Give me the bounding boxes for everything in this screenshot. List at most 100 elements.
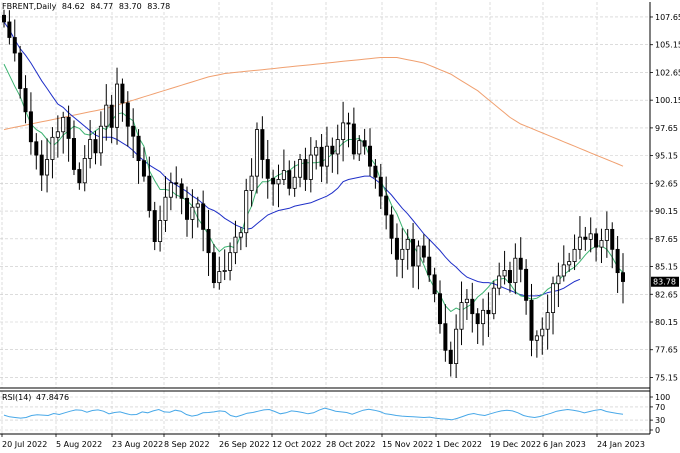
candle-body-up (357, 140, 362, 155)
candle-body-up (513, 257, 518, 284)
candle-body-down (39, 154, 44, 176)
candle-body-up (556, 275, 561, 285)
candle-body-up (244, 190, 249, 234)
candle-body-up (88, 139, 93, 159)
y-tick-label: 77.65 (655, 346, 678, 355)
candle (583, 226, 588, 251)
candle (217, 256, 222, 290)
candle-body-down (131, 125, 136, 137)
candle-body-up (104, 104, 109, 127)
candle-body-up (416, 245, 421, 267)
candle (152, 201, 157, 251)
candle-body-down (23, 88, 28, 113)
candle-body-up (454, 328, 459, 364)
candle (195, 196, 200, 228)
candle-body-down (524, 268, 529, 301)
x-tick-label: 26 Sep 2022 (219, 440, 270, 449)
candle (238, 227, 243, 251)
candle (298, 153, 303, 188)
candle-body-down (120, 83, 125, 104)
low-value: 83.70 (118, 2, 142, 11)
candle-body-down (470, 298, 475, 315)
candle-body-down (271, 177, 276, 185)
candle-body-down (7, 21, 12, 38)
candle (141, 147, 146, 182)
candle (265, 139, 270, 199)
candle (158, 205, 163, 252)
candle (454, 314, 459, 379)
candle-body-down (378, 176, 383, 197)
candle (459, 281, 464, 346)
candle-body-down (486, 309, 491, 315)
candle-body-down (384, 195, 389, 216)
candle-body-down (394, 237, 399, 260)
candle-body-up (158, 220, 163, 242)
candle-body-up (281, 170, 286, 180)
candle (545, 294, 550, 350)
candle-body-down (427, 256, 432, 276)
candle (185, 186, 190, 237)
candle-body-up (115, 83, 120, 128)
candle-body-down (518, 257, 523, 270)
x-tick-label: 24 Jan 2023 (597, 440, 645, 449)
candle (28, 92, 33, 155)
candle (66, 105, 71, 162)
candle-body-down (610, 228, 615, 250)
candle (201, 190, 206, 252)
x-tick-label: 1 Dec 2022 (436, 440, 482, 449)
candle (45, 138, 50, 193)
candle-body-up (98, 125, 103, 154)
candle (71, 120, 76, 176)
candle-body-down (93, 139, 98, 154)
candle (244, 178, 249, 248)
candle (400, 228, 405, 279)
candle (594, 228, 599, 262)
candle-body-up (464, 298, 469, 303)
candle-body-up (298, 159, 303, 178)
candle (497, 262, 502, 296)
candle (335, 124, 340, 175)
candle-body-up (572, 248, 577, 262)
y-tick-label: 87.65 (655, 235, 678, 244)
candle (556, 262, 561, 308)
candle (362, 128, 367, 155)
candle (98, 111, 103, 166)
candle-body-down (201, 203, 206, 230)
candle (163, 176, 168, 232)
x-tick-label: 15 Nov 2022 (382, 440, 433, 449)
candle-body-down (319, 146, 324, 167)
candle-body-up (50, 136, 55, 160)
candle-body-up (254, 129, 259, 177)
candle-body-down (2, 14, 7, 23)
candle (572, 234, 577, 271)
candle-body-down (443, 323, 448, 351)
candle (443, 304, 448, 362)
candle-body-up (459, 302, 464, 330)
y-tick-label: 97.65 (655, 124, 678, 133)
y-tick-label: 85.15 (655, 263, 678, 272)
candle-body-up (163, 196, 168, 221)
candle-body-down (152, 210, 157, 242)
x-tick-label: 23 Aug 2022 (112, 440, 163, 449)
candle-body-up (233, 236, 238, 254)
candle-body-up (55, 131, 60, 138)
candle (351, 107, 356, 160)
candle-body-down (206, 228, 211, 254)
candle (233, 220, 238, 265)
close-value: 83.78 (147, 2, 171, 11)
candle-body-down (615, 248, 620, 274)
candle (55, 115, 60, 158)
candle-body-down (125, 102, 130, 127)
x-tick-label: 8 Sep 2022 (164, 440, 210, 449)
candle-body-down (411, 238, 416, 267)
candle (23, 75, 28, 124)
x-tick-label: 6 Jan 2023 (543, 440, 586, 449)
y-tick-label: 100.15 (655, 96, 680, 105)
rsi-y-tick-label: 70 (655, 403, 665, 412)
candle-body-down (330, 145, 335, 155)
candle-body-up (400, 248, 405, 260)
candle (61, 111, 66, 154)
candle (18, 45, 23, 99)
y-tick-label: 107.65 (655, 13, 680, 22)
